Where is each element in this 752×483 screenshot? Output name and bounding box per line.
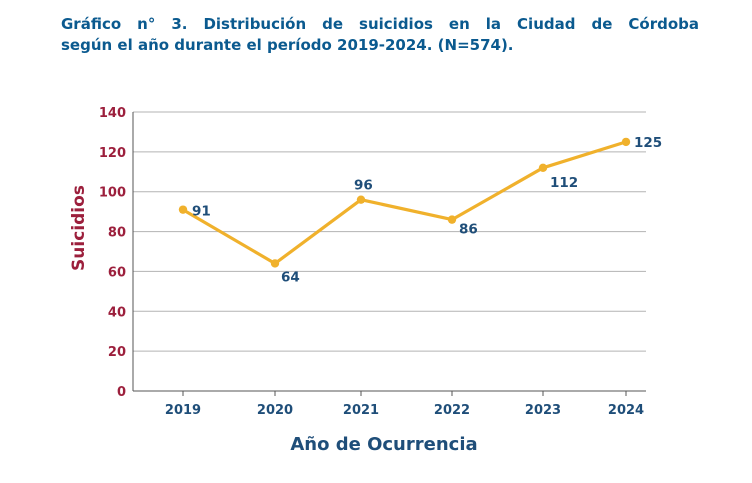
y-tick-label: 20 [108, 345, 126, 360]
data-point [270, 259, 280, 268]
x-tick-label: 2019 [165, 403, 201, 418]
data-label: 125 [634, 135, 662, 151]
x-tick-labels: 2019 2020 2021 2022 2023 2024 [165, 403, 644, 418]
data-label: 86 [459, 222, 478, 238]
chart-title-line-2: según el año durante el período 2019-202… [61, 36, 514, 54]
data-labels: 91 64 96 86 112 125 [192, 135, 662, 286]
x-tick-label: 2023 [525, 403, 561, 418]
data-point [538, 163, 548, 172]
x-tick-label: 2021 [343, 403, 379, 418]
y-tick-label: 0 [117, 385, 126, 400]
chart-title: Gráfico n° 3. Distribución de suicidios … [61, 14, 699, 56]
series-line [181, 140, 628, 266]
data-point [178, 205, 188, 214]
data-label: 96 [354, 178, 373, 194]
x-tick-label: 2022 [434, 403, 470, 418]
series [178, 137, 631, 268]
data-point [356, 195, 366, 204]
data-point [621, 137, 631, 147]
x-axis-label: Año de Ocurrencia [290, 434, 477, 455]
data-label: 64 [281, 269, 300, 285]
y-tick-labels: 0 20 40 60 80 100 120 140 [99, 106, 126, 400]
gridlines [133, 111, 646, 352]
data-label: 91 [192, 204, 211, 220]
y-tick-label: 120 [99, 146, 126, 161]
y-tick-label: 80 [108, 226, 126, 241]
y-tick-label: 40 [108, 305, 126, 320]
data-label: 112 [550, 175, 578, 191]
axes [132, 112, 646, 396]
chart-title-line-1: Gráfico n° 3. Distribución de suicidios … [61, 15, 699, 33]
x-tick-label: 2020 [257, 403, 293, 418]
y-axis-label: Suicidios [69, 185, 89, 271]
data-point [447, 215, 457, 224]
y-tick-label: 140 [99, 106, 126, 121]
x-tick-label: 2024 [608, 403, 644, 418]
y-tick-label: 60 [108, 265, 126, 280]
y-tick-label: 100 [99, 186, 126, 201]
